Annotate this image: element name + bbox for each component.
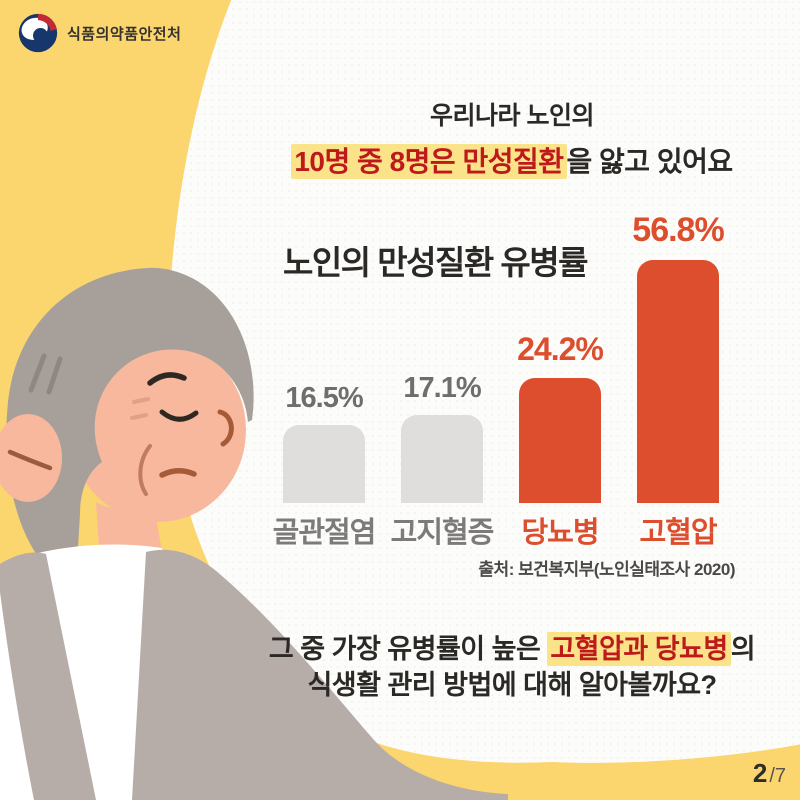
footer-line1-post: 의 (730, 634, 756, 664)
footer-question: 그 중 가장 유병률이 높은 고혈압과 당뇨병 의 식생활 관리 방법에 대해 알… (224, 632, 800, 703)
bar-value-label: 24.2% (517, 331, 604, 367)
government-emblem-icon (18, 13, 58, 53)
footer-line2: 식생활 관리 방법에 대해 알아볼까요? (307, 669, 717, 700)
bar-value-label: 16.5% (285, 382, 363, 414)
headline-highlight: 10명 중 8명은 만성질환 (291, 144, 567, 179)
footer-highlight: 고혈압과 당뇨병 (547, 632, 731, 666)
bar-value-label: 56.8% (632, 211, 724, 249)
chart-source: 출처: 보건복지부(노인실태조사 2020) (478, 560, 735, 579)
headline-rest: 을 앓고 있어요 (566, 146, 734, 177)
bar-category-label: 골관절염 (272, 517, 377, 549)
headline-line1: 우리나라 노인의 (430, 102, 594, 130)
footer-line1-pre: 그 중 가장 유병률이 높은 (268, 634, 548, 664)
page-total: /7 (769, 765, 786, 787)
bar-category-label: 당뇨병 (521, 517, 599, 549)
bar-value-label: 17.1% (403, 372, 481, 404)
bar-category-label: 고혈압 (639, 517, 717, 549)
brand-name: 식품의약품안전처 (67, 25, 182, 43)
headline: 우리나라 노인의 10명 중 8명은 만성질환 을 앓고 있어요 (224, 96, 800, 180)
chart-bar (283, 425, 365, 503)
chart-bar (637, 260, 719, 503)
chart-bar (401, 415, 483, 503)
footer-line1: 그 중 가장 유병률이 높은 고혈압과 당뇨병 의 (224, 632, 800, 668)
chart-bar-group: 56.8% 고혈압 (632, 211, 724, 549)
elderly-woman-illustration (0, 267, 508, 800)
chart-title: 노인의 만성질환 유병률 (283, 244, 588, 281)
headline-line2: 10명 중 8명은 만성질환 을 앓고 있어요 (224, 140, 800, 180)
brand-logo: 식품의약품안전처 (18, 13, 181, 53)
chart-bar-group: 24.2% 당뇨병 (517, 220, 604, 549)
bar-chart: 16.5% 골관절염 17.1% 고지혈증 24.2% 당뇨병 56.8% 고혈압 (273, 211, 725, 549)
page-indicator: 2/7 (753, 758, 786, 789)
page-current: 2 (752, 758, 768, 788)
chart-bar-group: 16.5% 골관절염 (273, 220, 377, 549)
chart-bar-group: 17.1% 고지혈증 (391, 220, 495, 549)
chart-bar (519, 378, 601, 503)
bar-category-label: 고지혈증 (390, 517, 495, 549)
